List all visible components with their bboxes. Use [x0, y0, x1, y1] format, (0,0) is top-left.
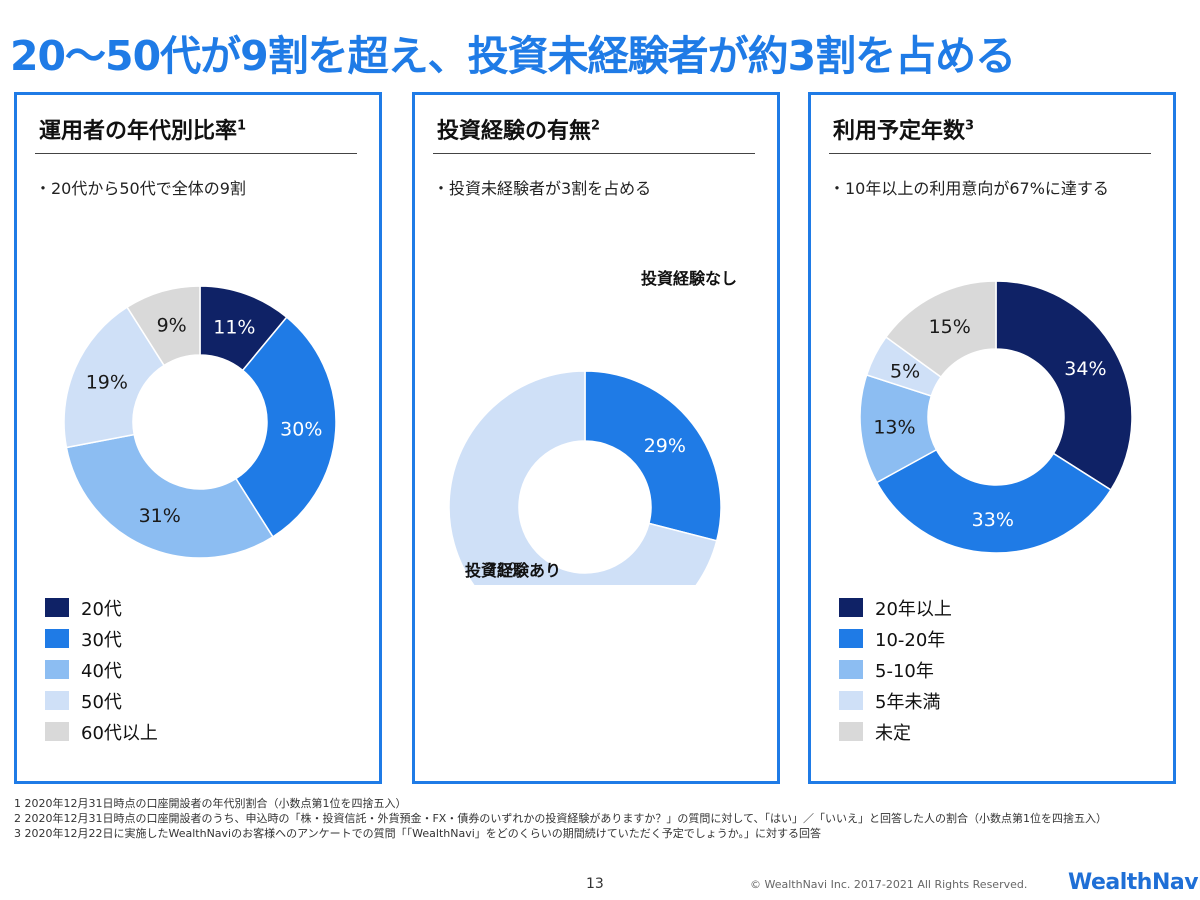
- donut-chart-age: 11% 30% 31% 19% 9%: [17, 95, 379, 585]
- copyright: © WealthNavi Inc. 2017-2021 All Rights R…: [750, 878, 1027, 891]
- donut-chart-experience: 29%71%: [415, 95, 777, 585]
- legend-swatch: [45, 691, 69, 710]
- legend-label: 未定: [875, 719, 911, 745]
- legend-swatch: [45, 629, 69, 648]
- legend-item: 20代: [45, 592, 158, 623]
- donut-chart-years: 34% 33% 13% 5% 15%: [811, 95, 1173, 585]
- slice-value-label: 13%: [873, 417, 915, 439]
- page-number: 13: [586, 876, 604, 892]
- legend-label: 5年未満: [875, 688, 940, 714]
- legend-item: 未定: [839, 716, 952, 747]
- legend-item: 10-20年: [839, 623, 952, 654]
- slice-value-label: 9%: [157, 315, 187, 337]
- legend-label: 50代: [81, 688, 122, 714]
- legend-item: 50代: [45, 685, 158, 716]
- legend-item: 5年未満: [839, 685, 952, 716]
- legend-swatch: [45, 660, 69, 679]
- label-has-experience: 投資経験あり: [465, 557, 561, 581]
- legend-swatch: [839, 598, 863, 617]
- slice-value-label: 31%: [139, 505, 181, 527]
- legend-swatch: [839, 629, 863, 648]
- legend-years: 20年以上 10-20年 5-10年 5年未満未定: [839, 592, 952, 747]
- panel-investment-experience: 投資経験の有無2 ・投資未経験者が3割を占める 29%71% 投資経験なし 投資…: [412, 92, 780, 784]
- legend-label: 40代: [81, 657, 122, 683]
- label-no-experience: 投資経験なし: [641, 265, 737, 289]
- legend-swatch: [839, 660, 863, 679]
- page-title: 20～50代が9割を超え、投資未経験者が約3割を占める: [10, 22, 1015, 82]
- legend-item: 20年以上: [839, 592, 952, 623]
- legend-swatch: [45, 598, 69, 617]
- brand-logo: WealthNavi: [1068, 870, 1200, 895]
- legend-label: 20代: [81, 595, 122, 621]
- legend-swatch: [45, 722, 69, 741]
- legend-item: 5-10年: [839, 654, 952, 685]
- slice-value-label: 19%: [86, 372, 128, 394]
- slice-value-label: 30%: [280, 418, 322, 440]
- legend-label: 10-20年: [875, 626, 945, 652]
- legend-label: 5-10年: [875, 657, 934, 683]
- legend-label: 30代: [81, 626, 122, 652]
- donut-slice: [996, 281, 1132, 490]
- panel-planned-years: 利用予定年数3 ・10年以上の利用意向が67%に達する 34%33%13%5%1…: [808, 92, 1176, 784]
- legend-label: 20年以上: [875, 595, 952, 621]
- footnote-2: 2 2020年12月31日時点の口座開設者のうち、申込時の「株・投資信託・外貨預…: [14, 811, 1194, 826]
- legend-item: 40代: [45, 654, 158, 685]
- slice-value-label: 15%: [929, 316, 971, 338]
- legend-label: 60代以上: [81, 719, 158, 745]
- legend-item: 60代以上: [45, 716, 158, 747]
- donut-slice: [66, 435, 272, 558]
- slice-value-label: 11%: [213, 317, 255, 339]
- slice-value-label: 34%: [1064, 358, 1106, 380]
- legend-swatch: [839, 691, 863, 710]
- slice-value-label: 29%: [644, 435, 686, 457]
- legend-age: 20代 30代 40代 50代 60代以上: [45, 592, 158, 747]
- slice-value-label: 33%: [972, 509, 1014, 531]
- slice-value-label: 5%: [890, 361, 920, 383]
- legend-item: 30代: [45, 623, 158, 654]
- panel-age-ratio: 運用者の年代別比率1 ・20代から50代で全体の9割 11%30%31%19%9…: [14, 92, 382, 784]
- legend-swatch: [839, 722, 863, 741]
- footnote-1: 1 2020年12月31日時点の口座開設者の年代別割合（小数点第1位を四捨五入）: [14, 796, 1194, 811]
- footnote-3: 3 2020年12月22日に実施したWealthNaviのお客様へのアンケートで…: [14, 826, 1194, 841]
- footnotes: 1 2020年12月31日時点の口座開設者の年代別割合（小数点第1位を四捨五入）…: [14, 796, 1194, 841]
